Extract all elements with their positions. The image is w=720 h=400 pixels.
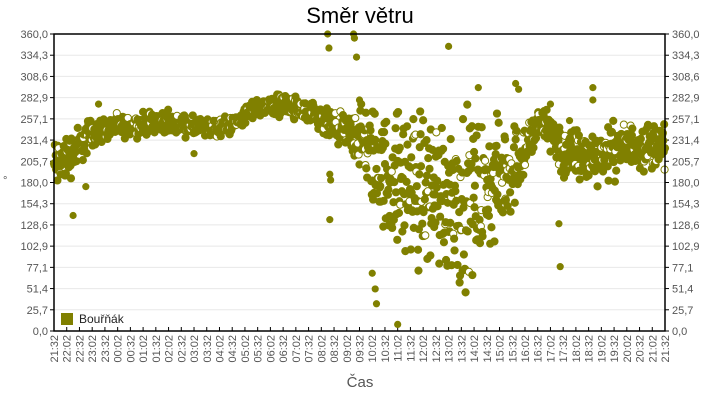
- svg-text:25,7: 25,7: [27, 305, 48, 317]
- chart-title: Směr větru: [306, 3, 414, 28]
- svg-text:08:32: 08:32: [329, 335, 341, 363]
- svg-text:16:02: 16:02: [520, 335, 532, 363]
- svg-text:51,4: 51,4: [672, 284, 693, 296]
- svg-text:20:32: 20:32: [635, 335, 647, 363]
- svg-text:19:02: 19:02: [596, 335, 608, 363]
- svg-text:17:32: 17:32: [558, 335, 570, 363]
- svg-text:03:02: 03:02: [189, 335, 201, 363]
- svg-text:04:02: 04:02: [214, 335, 226, 363]
- svg-text:18:02: 18:02: [571, 335, 583, 363]
- svg-text:282,9: 282,9: [672, 93, 700, 105]
- svg-text:14:02: 14:02: [469, 335, 481, 363]
- svg-text:257,1: 257,1: [672, 114, 700, 126]
- svg-text:09:32: 09:32: [355, 335, 367, 363]
- svg-text:128,6: 128,6: [672, 220, 700, 232]
- svg-text:18:32: 18:32: [584, 335, 596, 363]
- svg-text:12:32: 12:32: [431, 335, 443, 363]
- legend: Bouřňák: [61, 312, 124, 326]
- svg-text:10:32: 10:32: [380, 335, 392, 363]
- svg-text:06:32: 06:32: [278, 335, 290, 363]
- x-axis-label: Čas: [346, 374, 374, 391]
- svg-text:23:02: 23:02: [87, 335, 99, 363]
- svg-text:11:02: 11:02: [393, 335, 405, 362]
- svg-text:00:32: 00:32: [125, 335, 137, 363]
- svg-text:334,3: 334,3: [672, 50, 700, 62]
- svg-text:77,1: 77,1: [27, 262, 48, 274]
- svg-text:25,7: 25,7: [672, 305, 693, 317]
- svg-text:231,4: 231,4: [20, 135, 48, 147]
- svg-text:308,6: 308,6: [672, 71, 700, 83]
- svg-text:01:32: 01:32: [151, 335, 163, 363]
- svg-text:102,9: 102,9: [672, 241, 700, 253]
- legend-label: Bouřňák: [79, 312, 124, 326]
- svg-text:231,4: 231,4: [672, 135, 700, 147]
- svg-text:22:02: 22:02: [62, 335, 74, 363]
- svg-text:07:32: 07:32: [304, 335, 316, 363]
- svg-text:360,0: 360,0: [672, 29, 700, 41]
- svg-text:205,7: 205,7: [20, 156, 48, 168]
- svg-text:00:02: 00:02: [113, 335, 125, 363]
- svg-text:21:02: 21:02: [647, 335, 659, 363]
- svg-text:0,0: 0,0: [672, 326, 687, 338]
- y-axis-label: °: [3, 175, 8, 187]
- svg-text:180,0: 180,0: [20, 178, 48, 190]
- svg-text:23:32: 23:32: [100, 335, 112, 363]
- svg-text:04:32: 04:32: [227, 335, 239, 363]
- svg-text:77,1: 77,1: [672, 262, 693, 274]
- svg-text:02:32: 02:32: [176, 335, 188, 363]
- svg-text:154,3: 154,3: [672, 199, 700, 211]
- svg-text:22:32: 22:32: [74, 335, 86, 363]
- svg-text:11:32: 11:32: [405, 335, 417, 362]
- svg-text:03:32: 03:32: [202, 335, 214, 363]
- svg-text:13:32: 13:32: [456, 335, 468, 363]
- svg-text:01:02: 01:02: [138, 335, 150, 363]
- svg-text:19:32: 19:32: [609, 335, 621, 363]
- svg-text:10:02: 10:02: [367, 335, 379, 363]
- svg-text:13:02: 13:02: [444, 335, 456, 363]
- svg-text:282,9: 282,9: [20, 93, 48, 105]
- svg-text:154,3: 154,3: [20, 199, 48, 211]
- svg-text:360,0: 360,0: [20, 29, 48, 41]
- svg-text:09:02: 09:02: [342, 335, 354, 363]
- svg-text:205,7: 205,7: [672, 156, 700, 168]
- svg-text:14:32: 14:32: [482, 335, 494, 363]
- svg-text:21:32: 21:32: [49, 335, 61, 363]
- svg-text:08:02: 08:02: [316, 335, 328, 363]
- svg-text:15:02: 15:02: [495, 335, 507, 363]
- svg-text:16:32: 16:32: [533, 335, 545, 363]
- svg-text:15:32: 15:32: [507, 335, 519, 363]
- svg-text:07:02: 07:02: [291, 335, 303, 363]
- svg-text:17:02: 17:02: [545, 335, 557, 363]
- svg-text:102,9: 102,9: [20, 241, 48, 253]
- svg-text:02:02: 02:02: [164, 335, 176, 363]
- svg-text:20:02: 20:02: [622, 335, 634, 363]
- svg-text:0,0: 0,0: [33, 326, 48, 338]
- svg-text:308,6: 308,6: [20, 71, 48, 83]
- svg-text:05:32: 05:32: [253, 335, 265, 363]
- svg-text:51,4: 51,4: [27, 284, 48, 296]
- svg-text:05:02: 05:02: [240, 335, 252, 363]
- svg-text:334,3: 334,3: [20, 50, 48, 62]
- legend-swatch: [61, 313, 73, 325]
- svg-text:21:32: 21:32: [660, 335, 672, 363]
- svg-text:06:02: 06:02: [265, 335, 277, 363]
- svg-text:257,1: 257,1: [20, 114, 48, 126]
- svg-text:128,6: 128,6: [20, 220, 48, 232]
- svg-text:180,0: 180,0: [672, 178, 700, 190]
- svg-text:12:02: 12:02: [418, 335, 430, 363]
